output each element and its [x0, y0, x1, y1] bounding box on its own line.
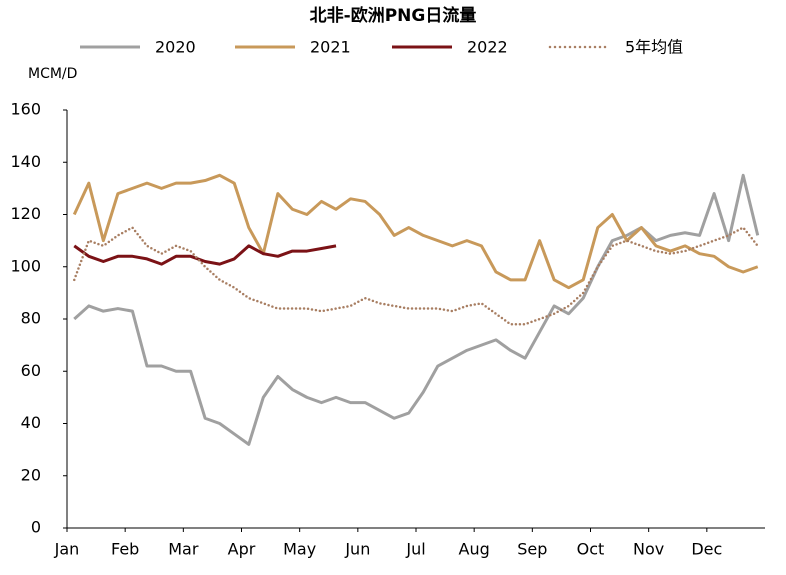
x-tick-label: Sep [517, 540, 547, 559]
y-tick-label: 140 [10, 152, 41, 171]
y-tick-label: 80 [21, 309, 41, 328]
x-tick-label: Aug [459, 540, 490, 559]
y-tick-label: 40 [21, 413, 41, 432]
x-tick-label: Oct [577, 540, 605, 559]
chart-title: 北非-欧洲PNG日流量 [310, 5, 477, 26]
y-tick-label: 100 [10, 256, 41, 275]
x-tick-label: Jul [405, 540, 425, 559]
y-tick-label: 20 [21, 465, 41, 484]
x-tick-label: May [283, 540, 316, 559]
legend-label: 2020 [155, 38, 196, 57]
series-line [73, 244, 337, 266]
legend-label: 5年均值 [625, 38, 683, 57]
series-line [72, 173, 759, 290]
x-tick-label: Jan [54, 540, 80, 559]
y-axis-label: MCM/D [28, 66, 77, 82]
x-tick-label: Mar [168, 540, 199, 559]
y-tick-label: 160 [10, 100, 41, 119]
x-tick-label: Jun [344, 540, 370, 559]
x-tick-label: Nov [633, 540, 664, 559]
x-tick-label: Apr [228, 540, 256, 559]
series-line [73, 226, 759, 326]
y-tick-label: 120 [10, 204, 41, 223]
x-tick-label: Feb [111, 540, 139, 559]
y-tick-label: 0 [31, 518, 41, 537]
legend-label: 2021 [310, 38, 351, 57]
y-tick-label: 60 [21, 361, 41, 380]
x-tick-label: Dec [691, 540, 722, 559]
legend-label: 2022 [467, 38, 508, 57]
series-line [73, 173, 760, 446]
